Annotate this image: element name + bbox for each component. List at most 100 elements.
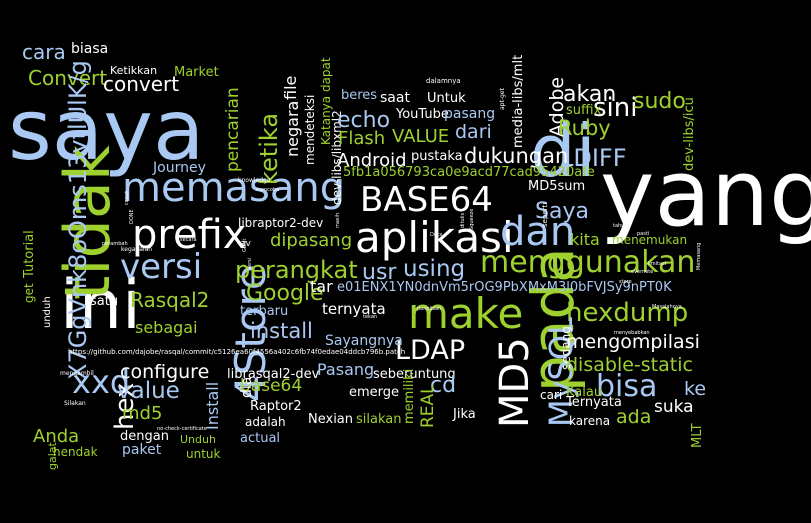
cloud-word-ke: ke bbox=[684, 378, 707, 400]
cloud-word-tar: tar bbox=[310, 277, 333, 296]
cloud-word-market: Market bbox=[174, 65, 219, 80]
cloud-word-mendeteksi: mendeteksi bbox=[303, 94, 317, 165]
cloud-word-hendak: hendak bbox=[53, 445, 98, 459]
cloud-word-knowledge: knowledge bbox=[238, 177, 271, 184]
cloud-word-sebagai: sebagai bbox=[135, 318, 198, 337]
cloud-word-menyebabkan: menyebabkan bbox=[614, 330, 650, 336]
cloud-word-raptor2: Raptor2 bbox=[250, 399, 302, 414]
cloud-word-android: Android bbox=[337, 150, 407, 171]
cloud-word-tekan: tekan bbox=[363, 314, 378, 320]
cloud-word-silakan: silakan bbox=[356, 412, 402, 427]
cloud-word-galat: galat bbox=[46, 442, 59, 470]
cloud-word-flash: Flash bbox=[338, 128, 386, 149]
cloud-word-penulisan: penulisan bbox=[417, 306, 442, 312]
cloud-word-satu: satu bbox=[90, 294, 119, 309]
cloud-word-ternyata: Ternyata bbox=[566, 395, 622, 410]
cloud-word-versi: Versi bbox=[247, 257, 253, 270]
cloud-word-biasa: biasa bbox=[71, 41, 109, 57]
cloud-word-memasang: Memasang bbox=[696, 242, 702, 270]
cloud-word-saya: Saya bbox=[535, 199, 589, 224]
cloud-word-mengambil: mengambil bbox=[60, 370, 94, 377]
cloud-word-base64: BASE64 bbox=[360, 180, 493, 220]
cloud-word-prefix: prefix bbox=[132, 212, 247, 258]
cloud-word-get: get bbox=[22, 283, 36, 303]
cloud-word-youtube: YouTube bbox=[396, 107, 449, 122]
cloud-word-sudo: sudo bbox=[633, 89, 686, 114]
cloud-word-pasang: Pasang bbox=[317, 360, 375, 379]
cloud-word-kita: kita bbox=[570, 230, 600, 249]
cloud-word-convert: convert bbox=[103, 72, 180, 96]
cloud-word-e01enx1yn0dnvm5rog9pbxmxm3l0bfvjsy9npt0k: e01ENX1YN0dnVm5rOG9PbXMxM3l0bFVJSy9nPT0K bbox=[337, 280, 672, 295]
cloud-word-ruby: Ruby bbox=[558, 116, 611, 140]
cloud-word-akan: akan bbox=[563, 82, 617, 107]
cloud-word-perambah: perambah bbox=[102, 241, 128, 247]
cloud-word-dalamnya: dalamnya bbox=[426, 77, 461, 85]
cloud-word-galat: Galat bbox=[242, 238, 248, 252]
cloud-word-https-github-com-dajobe-rasqal-commit-c5: https://github.com/dajobe/rasqal/commit/… bbox=[68, 348, 406, 356]
cloud-word-suka: suka bbox=[654, 397, 694, 417]
cloud-word-limitasi: limitasi bbox=[648, 261, 667, 267]
cloud-word-karena: karena bbox=[569, 414, 611, 428]
cloud-word-jika: Jika bbox=[453, 407, 476, 422]
cloud-word-usr: usr bbox=[362, 260, 397, 285]
cloud-word-ketika: ketika bbox=[255, 112, 283, 185]
cloud-word-actual: actual bbox=[240, 431, 281, 446]
cloud-word-convert: Convert bbox=[28, 66, 108, 90]
cloud-word-bisa: bisa bbox=[596, 369, 658, 404]
cloud-word-cepat: cepat bbox=[124, 190, 130, 205]
cloud-word-menggunakan: menggunakan bbox=[480, 245, 696, 280]
cloud-word-value: VALUE bbox=[392, 126, 450, 147]
cloud-word-docs: Docs bbox=[430, 232, 443, 238]
cloud-word-ldap: LDAP bbox=[395, 335, 466, 366]
cloud-word-cd: cd bbox=[430, 373, 457, 398]
cloud-word-paket: paket bbox=[122, 442, 162, 458]
cloud-word-md5: MD5 bbox=[492, 337, 538, 428]
cloud-word-sayangnya: Sayangnya bbox=[325, 333, 403, 349]
cloud-word-5fb1a056793ca0e9acd77cad95420afe: 5fb1a056793ca0e9acd77cad95420afe bbox=[343, 165, 595, 180]
cloud-word-aplikasi: aplikasi bbox=[355, 213, 514, 262]
cloud-word-real: REAL bbox=[418, 384, 438, 428]
cloud-word-xxd: xxd bbox=[72, 363, 131, 401]
cloud-word-pasang: pasang bbox=[444, 106, 496, 122]
cloud-word-ldiff: LDIFF bbox=[560, 144, 627, 172]
cloud-word-tutorial: Tutorial bbox=[22, 230, 37, 278]
cloud-word-dia: dia bbox=[239, 376, 255, 398]
cloud-word-install: install bbox=[250, 319, 313, 343]
cloud-word-echo: echo bbox=[337, 108, 391, 133]
cloud-word-seperti: seperti bbox=[541, 202, 549, 227]
cloud-word-cari: cari bbox=[540, 388, 563, 402]
cloud-word-suffix: suffix bbox=[566, 103, 602, 118]
cloud-word-done: DONE bbox=[129, 209, 135, 224]
cloud-word-untuk: Untuk bbox=[427, 91, 466, 106]
cloud-word-emerge: emerge bbox=[349, 385, 400, 400]
cloud-word-configure: configure bbox=[120, 361, 210, 383]
cloud-word-apt-get: apt-get bbox=[499, 88, 506, 110]
cloud-word-dev-libs-icu: dev-libs/icu bbox=[682, 97, 697, 171]
cloud-word-dan: dan bbox=[500, 209, 576, 255]
cloud-word-versi: versi bbox=[120, 247, 203, 287]
cloud-word-x7ggvnk8ooms13ytlulk-g: X7GgVnk8oOms13ytlUlK/g bbox=[64, 60, 92, 380]
cloud-word-saat: saat bbox=[380, 90, 410, 106]
cloud-word-dipasang: dipasang bbox=[270, 230, 353, 251]
cloud-word-cara: cara bbox=[22, 40, 66, 64]
cloud-word-anda: Anda bbox=[33, 426, 80, 447]
cloud-word-sini: sini bbox=[593, 93, 638, 123]
cloud-word-di: di bbox=[530, 109, 596, 193]
cloud-word-google: Google bbox=[246, 281, 324, 306]
cloud-word-menemukan: menemukan bbox=[612, 233, 688, 247]
cloud-word-saya: saya bbox=[8, 81, 205, 179]
cloud-word-perangkat: perangkat bbox=[235, 256, 358, 284]
cloud-word-mengompilasi: mengompilasi bbox=[566, 331, 700, 353]
cloud-word-md5sum: MD5sum bbox=[528, 179, 586, 194]
cloud-word-masalahnya: Masalahnya bbox=[652, 304, 682, 310]
cloud-word-masih: masih bbox=[335, 212, 341, 228]
cloud-word-libraptor2-dev: libraptor2-dev bbox=[238, 216, 324, 230]
cloud-word-av: av bbox=[240, 239, 251, 249]
cloud-word-memasang: memasang bbox=[122, 165, 346, 211]
cloud-word-mencoba: mencoba bbox=[256, 187, 280, 193]
cloud-word-md5: md5 bbox=[122, 403, 163, 424]
cloud-word-pencarian: pencarian bbox=[223, 87, 243, 172]
cloud-word-ada: ada bbox=[616, 406, 652, 428]
cloud-word-unduh: unduh bbox=[42, 296, 53, 328]
